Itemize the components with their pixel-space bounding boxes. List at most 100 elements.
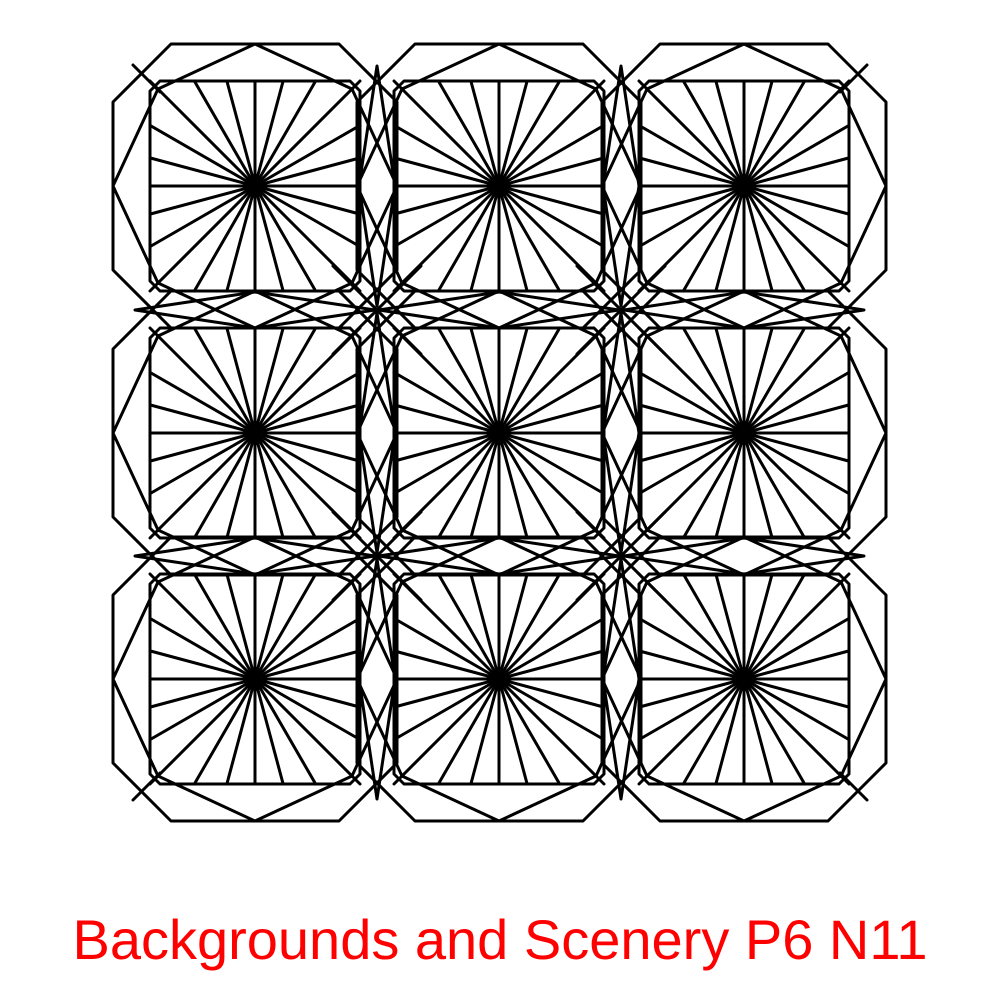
junction-diagonal [331, 510, 423, 602]
junction-diagonal [331, 264, 423, 356]
horizontal-band [377, 536, 621, 576]
radial-spoke [681, 677, 746, 786]
radial-spoke [714, 326, 746, 435]
radial-spoke [497, 370, 606, 435]
radial-spoke [392, 616, 501, 681]
radial-spoke [637, 431, 746, 463]
radial-spoke [497, 649, 606, 681]
radial-spoke [392, 403, 501, 435]
radial-spoke [148, 184, 257, 293]
radial-spoke [742, 156, 851, 188]
horizontal-band [622, 536, 866, 576]
radial-spoke [436, 326, 501, 435]
horizontal-band [622, 290, 866, 330]
radial-spoke [392, 649, 501, 681]
radial-spoke [681, 572, 746, 681]
radial-spoke [497, 403, 606, 435]
radial-spoke [225, 572, 257, 681]
vertical-band [601, 557, 641, 801]
radial-spoke [637, 403, 746, 435]
radial-spoke [637, 184, 746, 249]
radial-spoke [253, 677, 362, 709]
radial-spoke [681, 79, 746, 188]
radial-spoke [253, 184, 362, 249]
radial-spoke [148, 677, 257, 709]
radial-spoke [742, 431, 851, 496]
radial-spoke [192, 79, 257, 188]
radial-spoke [253, 649, 362, 681]
radial-spoke [392, 123, 501, 188]
octagon-outline [111, 535, 399, 823]
junction-diagonal [575, 510, 667, 602]
radial-spoke [392, 431, 501, 496]
radial-spoke [714, 572, 746, 681]
radial-spoke [392, 677, 501, 742]
radial-spoke [253, 326, 285, 435]
radial-spoke [192, 677, 257, 786]
radial-spoke [742, 403, 851, 435]
radial-spoke [637, 616, 746, 681]
inner-square-outline [637, 572, 851, 786]
radial-spoke [253, 123, 362, 188]
radial-spoke [192, 184, 257, 293]
inner-square-outline [637, 326, 851, 540]
radial-spoke [225, 677, 257, 786]
radial-spoke [253, 431, 362, 463]
radial-spoke [497, 123, 606, 188]
radial-spoke [637, 649, 746, 681]
radial-spoke [148, 79, 257, 188]
radial-spoke [253, 677, 362, 742]
radial-spoke [148, 370, 257, 435]
radial-spoke [148, 677, 257, 742]
vertical-band [357, 557, 397, 801]
radial-spoke [253, 184, 318, 293]
inner-square-outline [392, 572, 606, 786]
radial-spoke [148, 326, 257, 435]
radial-spoke [742, 572, 807, 681]
radial-spoke [436, 431, 501, 540]
radial-spoke [392, 184, 501, 216]
radial-spoke [392, 184, 501, 249]
vertical-band [357, 64, 397, 308]
radial-spoke [742, 184, 774, 293]
radial-spoke [253, 431, 285, 540]
corner-diagonal [838, 771, 869, 802]
radial-spoke [742, 616, 851, 681]
inner-square-outline [148, 79, 362, 293]
radial-spoke [637, 677, 746, 709]
radial-spoke [392, 431, 501, 463]
radial-spoke [192, 431, 257, 540]
corner-diagonal [131, 771, 162, 802]
radial-spoke [148, 572, 257, 681]
radial-spoke [497, 326, 529, 435]
radial-spoke [253, 370, 362, 435]
radial-spoke [148, 403, 257, 435]
radial-spoke [742, 184, 807, 293]
radial-spoke [148, 123, 257, 188]
radial-spoke [497, 156, 606, 188]
radial-spoke [192, 572, 257, 681]
vertical-band [357, 311, 397, 555]
radial-spoke [253, 403, 362, 435]
radial-spoke [225, 184, 257, 293]
radial-spoke [742, 431, 807, 540]
radial-spoke [742, 431, 851, 540]
radial-spoke [714, 184, 746, 293]
radial-spoke [225, 431, 257, 540]
radial-spoke [637, 677, 746, 786]
radial-spoke [714, 431, 746, 540]
radial-spoke [497, 326, 562, 435]
radial-spoke [637, 677, 746, 742]
rosette-tile [600, 42, 888, 330]
radial-spoke [742, 649, 851, 681]
radial-spoke [742, 123, 851, 188]
radial-spoke [742, 79, 851, 188]
radial-spoke [681, 431, 746, 540]
radial-spoke [148, 616, 257, 681]
star-outline [600, 535, 888, 823]
radial-spoke [497, 431, 529, 540]
radial-spoke [253, 677, 285, 786]
radial-spoke [742, 326, 807, 435]
radial-spoke [253, 431, 318, 540]
corner-diagonal [838, 63, 869, 94]
